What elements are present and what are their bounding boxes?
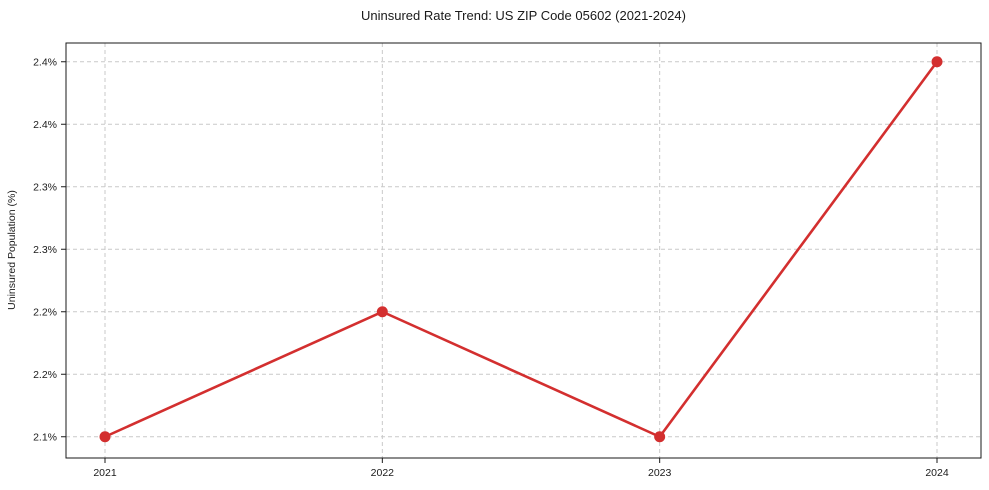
y-tick-label: 2.1% bbox=[33, 431, 57, 443]
y-tick-label: 2.2% bbox=[33, 306, 57, 318]
trend-line bbox=[103, 60, 939, 439]
y-tick-label: 2.4% bbox=[33, 119, 57, 131]
x-tick-label: 2023 bbox=[648, 467, 672, 479]
plot-border bbox=[65, 42, 982, 459]
data-point-2024 bbox=[931, 56, 943, 68]
x-tick-label: 2021 bbox=[93, 467, 117, 479]
y-tick-label: 2.2% bbox=[33, 369, 57, 381]
x-tick-label: 2024 bbox=[925, 467, 949, 479]
chart-title: Uninsured Rate Trend: US ZIP Code 05602 … bbox=[361, 8, 686, 23]
data-point-2023 bbox=[654, 431, 666, 443]
data-point-2021 bbox=[99, 431, 111, 443]
x-tick-label: 2022 bbox=[371, 467, 395, 479]
data-point-2022 bbox=[376, 306, 388, 318]
y-tick-label: 2.3% bbox=[33, 181, 57, 193]
y-tick-label: 2.3% bbox=[33, 244, 57, 256]
y-tick-label: 2.4% bbox=[33, 56, 57, 68]
y-axis-title: Uninsured Population (%) bbox=[6, 190, 18, 310]
